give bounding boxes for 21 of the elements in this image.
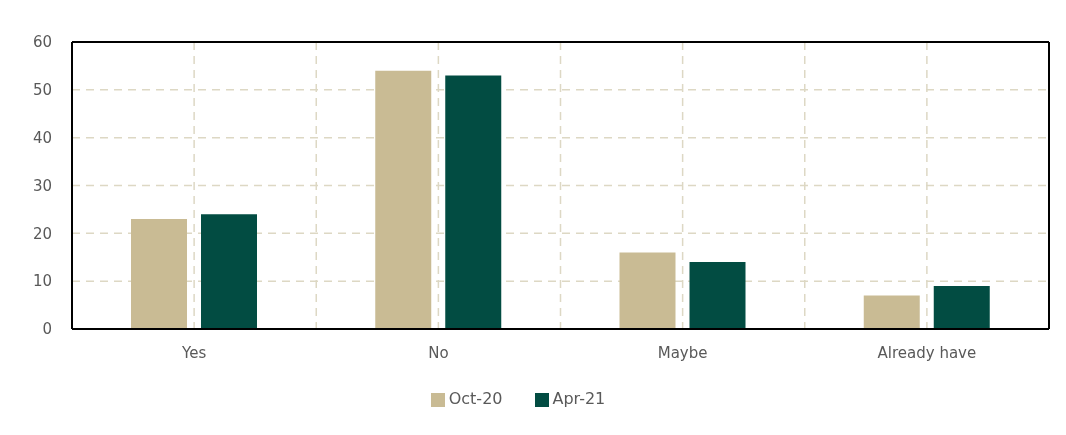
bar bbox=[689, 262, 746, 329]
bar bbox=[375, 70, 432, 329]
y-tick-label: 30 bbox=[32, 176, 52, 195]
bar bbox=[863, 295, 920, 329]
x-tick-label: No bbox=[428, 343, 449, 362]
bar bbox=[933, 285, 990, 329]
x-tick-label: Yes bbox=[181, 343, 207, 362]
y-tick-label: 50 bbox=[32, 81, 52, 100]
y-tick-label: 0 bbox=[42, 320, 52, 339]
y-tick-label: 60 bbox=[32, 33, 52, 52]
x-tick-label: Already have bbox=[877, 343, 977, 362]
y-tick-label: 20 bbox=[32, 224, 52, 243]
bar bbox=[131, 218, 187, 329]
bar bbox=[619, 252, 676, 329]
legend-label: Apr-21 bbox=[552, 389, 606, 408]
bar bbox=[445, 75, 502, 329]
x-tick-label: Maybe bbox=[657, 343, 708, 362]
y-tick-label: 40 bbox=[32, 128, 52, 147]
legend-label: Oct-20 bbox=[448, 389, 503, 408]
y-tick-label: 10 bbox=[32, 272, 52, 291]
bar bbox=[201, 214, 257, 329]
